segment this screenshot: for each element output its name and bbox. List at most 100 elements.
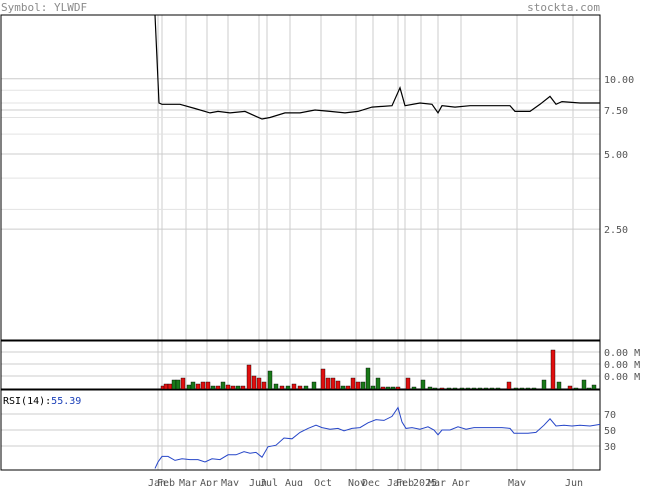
volume-bar	[519, 387, 525, 390]
price-gridlines	[1, 78, 600, 230]
month-label: Feb	[396, 478, 414, 486]
volume-bar	[240, 385, 246, 390]
month-label: Oct	[314, 478, 332, 486]
month-label: Jul	[260, 478, 278, 486]
volume-bar	[291, 383, 297, 390]
volume-bar	[311, 381, 317, 390]
volume-bar	[432, 387, 438, 390]
volume-bar	[531, 387, 537, 390]
volume-bar	[395, 386, 401, 390]
price-tick-label: 2.50	[604, 225, 628, 236]
volume-bar	[190, 381, 196, 390]
volume-bar	[427, 386, 433, 390]
rsi-series	[154, 406, 601, 469]
volume-bar	[465, 387, 471, 390]
month-label: Jan	[387, 478, 405, 486]
month-label: May	[221, 478, 239, 486]
volume-bar	[385, 386, 391, 390]
volume-bar	[452, 387, 458, 390]
volume-bar	[186, 384, 192, 390]
volume-bar	[550, 349, 556, 390]
month-label: Aug	[285, 478, 303, 486]
month-label: May	[508, 478, 526, 486]
month-label: Apr	[200, 478, 218, 486]
symbol-label: Symbol:	[1, 1, 48, 14]
rsi-tick-label: 50	[604, 426, 616, 437]
volume-bar	[225, 384, 231, 390]
volume-bar	[205, 381, 211, 390]
volume-bar	[525, 387, 531, 390]
price-line	[154, 14, 600, 120]
volume-bar	[345, 385, 351, 390]
volume-bar	[350, 377, 356, 390]
volume-bar	[220, 381, 226, 390]
rsi-readout: RSI(14):55.39	[3, 396, 81, 407]
month-label: Nov	[348, 478, 366, 486]
volume-bar	[489, 387, 495, 390]
rsi-line	[154, 406, 601, 469]
volume-bar	[330, 377, 336, 390]
volume-bar	[320, 368, 326, 390]
rsi-readout-label: RSI(14):	[3, 396, 52, 407]
volume-bar	[215, 385, 221, 390]
volume-bar	[420, 379, 426, 390]
volume-bar	[483, 387, 489, 390]
volume-bar	[556, 381, 562, 390]
rsi-axis-labels: 70 50 30	[604, 410, 616, 453]
volume-bar	[335, 380, 341, 390]
volume-bar	[246, 364, 252, 390]
month-label: Jan	[148, 478, 166, 486]
volume-bar	[163, 383, 169, 390]
volume-bar	[506, 381, 512, 390]
volume-bar	[567, 385, 573, 390]
volume-bar	[573, 387, 579, 390]
rsi-panel-frame	[0, 389, 601, 471]
volume-bar	[541, 379, 547, 390]
volume-tick-label: 0.00 M	[604, 372, 640, 383]
month-label: Mar	[179, 478, 197, 486]
month-label: 2025	[413, 478, 437, 486]
volume-bar	[273, 383, 279, 390]
volume-tick-label: 0.00 M	[604, 348, 640, 359]
month-label: Jun	[565, 478, 583, 486]
month-label: Dec	[362, 478, 380, 486]
volume-bar	[581, 379, 587, 390]
price-series	[154, 14, 600, 120]
volume-bar	[171, 379, 177, 390]
volume-bar	[230, 385, 236, 390]
volume-bar	[459, 387, 465, 390]
rsi-gridlines	[1, 413, 600, 447]
volume-bar	[380, 386, 386, 390]
volume-bar	[446, 387, 452, 390]
volume-bar	[175, 379, 181, 390]
price-tick-label: 5.00	[604, 150, 628, 161]
rsi-tick-label: 70	[604, 410, 616, 421]
volume-bar	[365, 367, 371, 390]
volume-bar	[586, 387, 592, 390]
volume-bar	[251, 375, 257, 390]
volume-bar	[495, 387, 501, 390]
volume-bar	[256, 377, 262, 390]
volume-bar	[471, 387, 477, 390]
volume-bar	[360, 381, 366, 390]
price-tick-label: 10.00	[604, 75, 634, 86]
volume-bar	[267, 370, 273, 390]
volume-bar	[405, 377, 411, 390]
volume-bar	[285, 385, 291, 390]
volume-bar	[513, 387, 519, 390]
symbol-header: Symbol: YLWDF	[1, 1, 87, 14]
volume-bar	[235, 385, 241, 390]
volume-bar	[261, 381, 267, 390]
panel-frames	[0, 14, 601, 471]
month-label: Jun	[249, 478, 267, 486]
volume-bar	[325, 377, 331, 390]
rsi-tick-label: 30	[604, 442, 616, 453]
symbol-value: YLWDF	[53, 1, 88, 14]
brand-label: stockta.com	[527, 1, 600, 14]
price-panel-frame	[0, 14, 601, 341]
volume-bar	[200, 381, 206, 390]
volume-bar	[195, 383, 201, 390]
month-label: Feb	[157, 478, 175, 486]
vertical-gridlines	[157, 15, 574, 470]
